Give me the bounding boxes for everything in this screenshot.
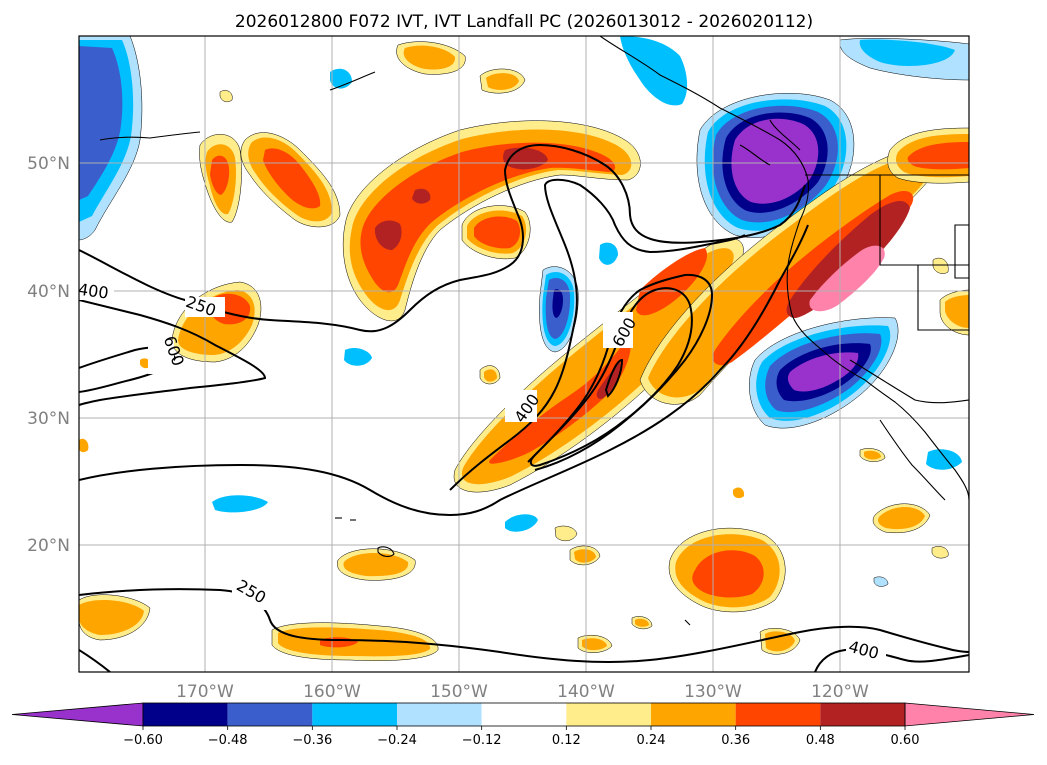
label-bg [505, 390, 537, 422]
anomaly-fill-n24 [599, 242, 618, 265]
label-bg [846, 642, 886, 662]
label-bg [185, 297, 225, 317]
label-bg [148, 340, 174, 374]
colorbar-tick-label: −0.36 [292, 733, 332, 748]
colorbar-extend-high [904, 702, 1035, 727]
anomaly-fill-p24 [635, 618, 649, 627]
positive-anomaly-ar-east [639, 127, 969, 405]
negative-anomaly-central [539, 266, 579, 353]
anomaly-fill-p24 [733, 487, 745, 499]
colorbar-bin [651, 703, 736, 726]
colorbar-bin [820, 703, 905, 726]
colorbar-bin [143, 703, 228, 726]
anomaly-fill-p36 [474, 216, 521, 249]
colorbar-tick-label: −0.60 [123, 733, 163, 748]
graticule [79, 36, 969, 672]
anomaly-fill-p24 [864, 450, 881, 460]
anomaly-fill-p12 [554, 525, 578, 542]
anomaly-fill-p24 [574, 549, 596, 563]
lat-axis: 50°N 40°N 30°N 20°N [27, 154, 70, 556]
colorbar-tick-label: −0.24 [377, 733, 417, 748]
lon-label-140w: 140°W [557, 682, 615, 702]
colorbar-tick-label: 0.12 [552, 733, 581, 748]
anomaly-fill-p36 [692, 550, 764, 598]
anomaly-fill-p12 [931, 546, 949, 559]
lat-label-20n: 20°N [27, 536, 70, 556]
label-bg [79, 282, 114, 300]
colorbar-extend-low [11, 702, 144, 727]
anomaly-fill-n24 [859, 39, 955, 66]
anomaly-fill-p24 [343, 553, 409, 577]
coastlines [99, 36, 969, 626]
anomaly-fill-p48 [412, 188, 431, 204]
anomaly-fill-p24 [79, 438, 89, 453]
positive-anomaly-small [79, 41, 969, 661]
colorbar-tick-label: −0.48 [208, 733, 248, 748]
anomaly-fill-p24 [486, 73, 519, 90]
colorbar-bin [312, 703, 397, 726]
colorbar-bin [481, 703, 567, 726]
anomaly-fill-p48 [786, 200, 910, 318]
anomaly-fill-p24 [484, 369, 497, 382]
colorbar-frame [142, 702, 906, 727]
colorbar-tick-label: 0.24 [637, 733, 666, 748]
contour-label-400: 400 [77, 280, 110, 303]
map-panel: 400 250 600 400 600 250 400 [77, 36, 969, 672]
anomaly-fill-n24 [344, 347, 372, 366]
anomaly-fill-p24 [945, 295, 969, 328]
lon-label-130w: 130°W [684, 682, 742, 702]
anomaly-fill-n24 [926, 449, 962, 470]
colorbar-bin [227, 703, 313, 726]
anomaly-fill-n12 [873, 576, 889, 587]
lon-label-150w: 150°W [430, 682, 488, 702]
anomaly-fill-p48 [374, 220, 402, 250]
positive-anomaly-blob-45n [461, 205, 531, 260]
lon-label-170w: 170°W [176, 682, 234, 702]
anomaly-fill-p36 [360, 142, 616, 293]
lat-label-40n: 40°N [27, 282, 70, 302]
map-title: 2026012800 F072 IVT, IVT Landfall PC (20… [235, 12, 813, 32]
anomaly-fill-p24 [403, 45, 456, 70]
label-bg [232, 582, 272, 610]
lon-label-160w: 160°W [303, 682, 361, 702]
anomaly-fill-p24 [79, 600, 144, 635]
anomaly-fill-p36 [636, 248, 708, 316]
anomaly-fill-p24 [878, 507, 925, 530]
anomaly-fill-n36 [79, 46, 123, 200]
anomaly-fill-p36 [489, 336, 631, 464]
anomaly-fill-p12 [219, 90, 233, 103]
positive-anomaly-ar-main [453, 238, 744, 493]
map-frame [78, 35, 970, 673]
anomaly-fill-p24 [765, 631, 795, 652]
positive-anomaly-nw [199, 132, 341, 228]
anomaly-fill-n60 [787, 352, 859, 392]
contour-labels: 400 250 600 400 600 250 400 [77, 280, 886, 663]
colorbar-tick-label: 0.48 [806, 733, 835, 748]
anomaly-fill-p24 [582, 638, 607, 651]
anomaly-fill-p12 [932, 257, 949, 274]
colorbar-bin [566, 703, 651, 726]
colorbar-tick-label: −0.12 [462, 733, 502, 748]
colorbar-tick-label: 0.36 [721, 733, 750, 748]
colorbar-tick-label: 0.60 [891, 733, 920, 748]
lat-label-50n: 50°N [27, 154, 70, 174]
anomaly-fill-p60 [809, 245, 885, 312]
colorbar-bin [397, 703, 482, 726]
lat-label-30n: 30°N [27, 409, 70, 429]
label-bg [603, 312, 633, 348]
anomaly-fill-n48 [552, 289, 563, 318]
anomaly-fill-p36 [210, 155, 230, 195]
anomaly-fill-n60 [731, 118, 819, 204]
anomaly-fill-n24 [505, 514, 538, 532]
negative-anomaly-socal [749, 317, 899, 429]
colorbar: −0.60 −0.48 −0.36 −0.24 −0.12 0.12 0.24 0.36 0.4… [11, 702, 1035, 748]
anomaly-fill-p36 [907, 142, 969, 170]
lon-label-120w: 120°W [811, 682, 869, 702]
lon-axis: 170°W 160°W 150°W 140°W 130°W 120°W [176, 682, 869, 702]
colorbar-bin [735, 703, 821, 726]
anomaly-fill-n24 [212, 495, 268, 513]
